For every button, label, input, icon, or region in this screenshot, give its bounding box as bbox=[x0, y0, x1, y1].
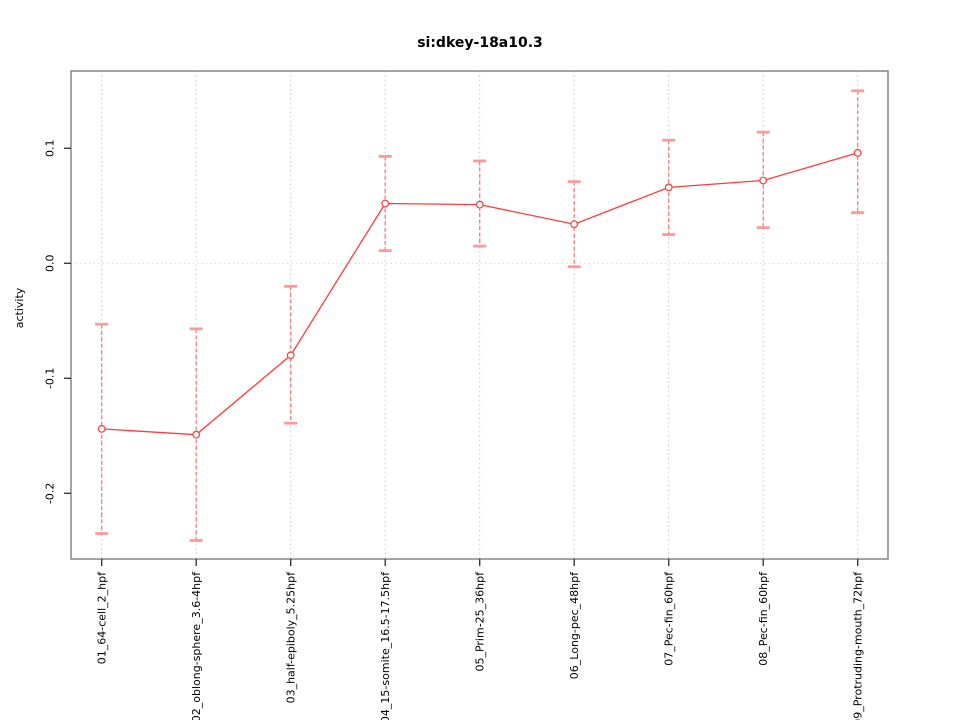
x-tick-label: 02_oblong-sphere_3.6-4hpf bbox=[190, 571, 203, 720]
y-tick-label: -0.1 bbox=[44, 368, 57, 389]
data-point-marker bbox=[381, 199, 390, 208]
x-tick-label: 07_Pec-fin_60hpf bbox=[663, 571, 676, 666]
x-tick-label: 09_Protruding-mouth_72hpf bbox=[852, 571, 865, 720]
data-point-marker bbox=[570, 220, 579, 229]
x-tick-label: 03_half-epiboly_5.25hpf bbox=[285, 571, 298, 704]
y-tick-label: 0.1 bbox=[44, 140, 57, 158]
x-tick-label: 08_Pec-fin_60hpf bbox=[757, 571, 770, 666]
x-tick-label: 04_15-somite_16.5-17.5hpf bbox=[379, 571, 392, 720]
data-point-marker bbox=[97, 425, 106, 433]
data-point-marker bbox=[475, 200, 484, 209]
x-tick-label: 01_64-cell_2_hpf bbox=[96, 571, 109, 664]
x-tick-label: 06_Long-pec_48hpf bbox=[568, 571, 581, 679]
y-tick-label: -0.2 bbox=[44, 483, 57, 504]
data-point-marker bbox=[286, 351, 295, 360]
data-point-marker bbox=[759, 176, 768, 185]
chart-title: si:dkey-18a10.3 bbox=[417, 35, 543, 51]
x-tick-label: 05_Prim-25_36hpf bbox=[474, 571, 487, 672]
data-point-marker bbox=[664, 183, 673, 192]
data-point-marker bbox=[192, 430, 201, 439]
data-point-marker bbox=[853, 148, 862, 157]
y-tick-label: 0.0 bbox=[44, 255, 57, 273]
